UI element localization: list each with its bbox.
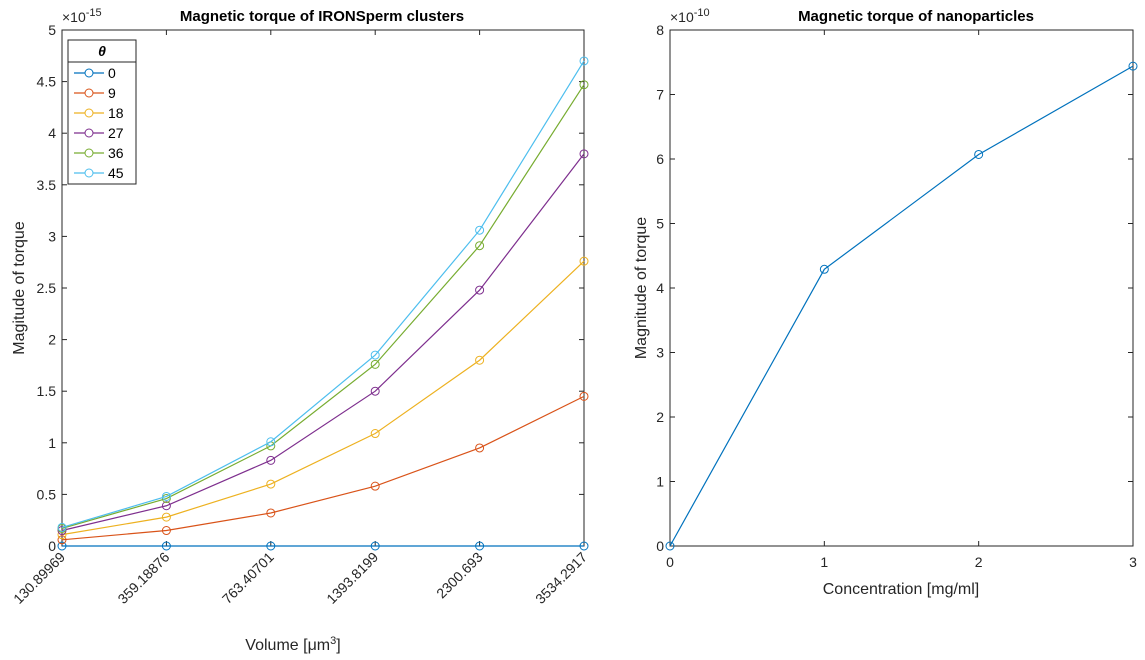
data-point-0 — [57, 541, 67, 551]
y-tick-label: 1 — [656, 474, 664, 490]
y-tick-label: 2 — [48, 332, 56, 348]
y-tick-label: 7 — [656, 87, 664, 103]
y-tick-label: 0 — [656, 538, 664, 554]
legend-marker-18 — [84, 108, 94, 118]
data-point-9 — [266, 508, 276, 518]
series-line-45 — [61, 60, 585, 528]
data-point-18 — [266, 479, 276, 489]
y-tick-label: 3.5 — [37, 177, 57, 193]
chart-ironsperm-title: Magnetic torque of IRONSperm clusters — [180, 8, 464, 25]
chart-ironsperm-series — [57, 56, 589, 551]
y-tick-label: 4.5 — [37, 74, 57, 90]
data-point — [819, 264, 829, 274]
data-point-45 — [57, 522, 67, 532]
chart-ironsperm-y-axis: 0 0.5 1 1.5 2 2.5 3 3.5 4 4.5 5 — [37, 22, 584, 554]
series-line-18 — [61, 260, 585, 536]
legend-marker-36 — [84, 148, 94, 158]
y-tick-label: 3 — [656, 345, 664, 361]
data-point-27 — [579, 149, 589, 159]
legend-marker-0 — [84, 68, 94, 78]
data-point-36 — [579, 80, 589, 90]
data-point-9 — [57, 535, 67, 545]
y-tick-label: 3 — [48, 228, 56, 244]
chart-nanoparticles: Magnetic torque of nanoparticles ×10-10 … — [633, 7, 1138, 598]
y-tick-label: 2.5 — [37, 280, 57, 296]
data-point-27 — [266, 455, 276, 465]
y-tick-label: 4 — [48, 125, 56, 141]
x-tick-label: 1 — [820, 554, 828, 570]
series-line-36 — [61, 84, 585, 530]
data-point-9 — [579, 391, 589, 401]
series-line — [669, 65, 1134, 547]
data-point-45 — [161, 491, 171, 501]
chart-nanoparticles-y-exponent: ×10-10 — [670, 7, 710, 25]
data-point-18 — [370, 429, 380, 439]
y-tick-label: 0.5 — [37, 486, 57, 502]
y-tick-label: 0 — [48, 538, 56, 554]
data-point-27 — [161, 501, 171, 511]
y-tick-label: 1.5 — [37, 383, 57, 399]
data-point-36 — [370, 359, 380, 369]
data-point-36 — [475, 241, 485, 251]
chart-ironsperm-y-exponent: ×10-15 — [62, 7, 102, 25]
data-point-0 — [579, 541, 589, 551]
data-point-9 — [161, 526, 171, 536]
chart-nanoparticles-title: Magnetic torque of nanoparticles — [798, 8, 1034, 25]
data-point-18 — [475, 355, 485, 365]
data-point-36 — [161, 494, 171, 504]
data-point-0 — [370, 541, 380, 551]
data-point-0 — [161, 541, 171, 551]
chart-ironsperm-legend: θ 0 9 18 27 36 45 — [67, 39, 137, 185]
chart-nanoparticles-ylabel: Magnitude of torque — [633, 217, 650, 359]
data-point-18 — [579, 256, 589, 266]
data-point-45 — [266, 437, 276, 447]
x-tick-label: 0 — [666, 554, 674, 570]
legend-title: θ — [98, 43, 106, 59]
y-tick-label: 5 — [48, 22, 56, 38]
data-point — [1128, 61, 1138, 71]
chart-nanoparticles-xlabel: Concentration [mg/ml] — [823, 581, 980, 598]
data-point-45 — [475, 225, 485, 235]
legend-label-0: 0 — [108, 65, 116, 81]
data-point-27 — [475, 285, 485, 295]
y-tick-label: 5 — [656, 216, 664, 232]
legend-label-45: 45 — [108, 165, 124, 181]
legend-marker-9 — [84, 88, 94, 98]
series-line-9 — [61, 395, 585, 541]
y-tick-label: 6 — [656, 151, 664, 167]
data-point-9 — [370, 481, 380, 491]
y-tick-label: 1 — [48, 435, 56, 451]
data-point-0 — [475, 541, 485, 551]
chart-ironsperm-xlabel: Volume [μm3] — [245, 635, 340, 654]
y-tick-label: 4 — [656, 280, 664, 296]
data-point-18 — [161, 512, 171, 522]
legend-label-18: 18 — [108, 105, 124, 121]
data-point — [665, 541, 675, 551]
x-tick-label: 2 — [975, 554, 983, 570]
x-tick-label: 3 — [1129, 554, 1137, 570]
legend-label-27: 27 — [108, 125, 124, 141]
data-point-18 — [57, 530, 67, 540]
data-point-45 — [370, 350, 380, 360]
chart-ironsperm-ylabel: Magitude of torque — [11, 221, 28, 355]
series-line-27 — [61, 153, 585, 532]
data-point-9 — [475, 443, 485, 453]
data-point-45 — [579, 56, 589, 66]
data-point-0 — [266, 541, 276, 551]
chart-nanoparticles-y-axis: 0 1 2 3 4 5 6 7 8 — [656, 22, 1133, 554]
legend-marker-45 — [84, 168, 94, 178]
y-tick-label: 8 — [656, 22, 664, 38]
y-tick-label: 2 — [656, 409, 664, 425]
legend-label-36: 36 — [108, 145, 124, 161]
chart-nanoparticles-series — [665, 61, 1138, 551]
data-point-27 — [370, 386, 380, 396]
legend-label-9: 9 — [108, 85, 116, 101]
legend-marker-27 — [84, 128, 94, 138]
data-point-27 — [57, 526, 67, 536]
data-point — [974, 149, 984, 159]
